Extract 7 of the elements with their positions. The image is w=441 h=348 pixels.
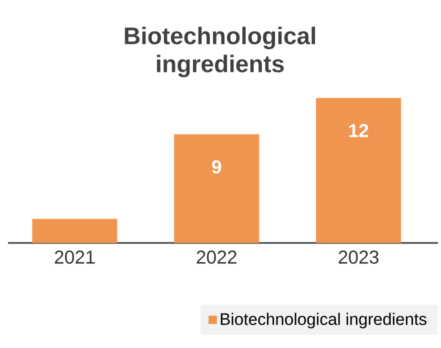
- legend-label: Biotechnological ingredients: [220, 312, 426, 328]
- chart-title: Biotechnological ingredients: [124, 26, 315, 78]
- x-tick-label: 2021: [54, 250, 95, 264]
- data-label: 12: [349, 124, 368, 138]
- x-tick-label: 2023: [338, 250, 378, 264]
- x-tick-label: 2022: [196, 250, 236, 264]
- data-label: 9: [212, 160, 222, 174]
